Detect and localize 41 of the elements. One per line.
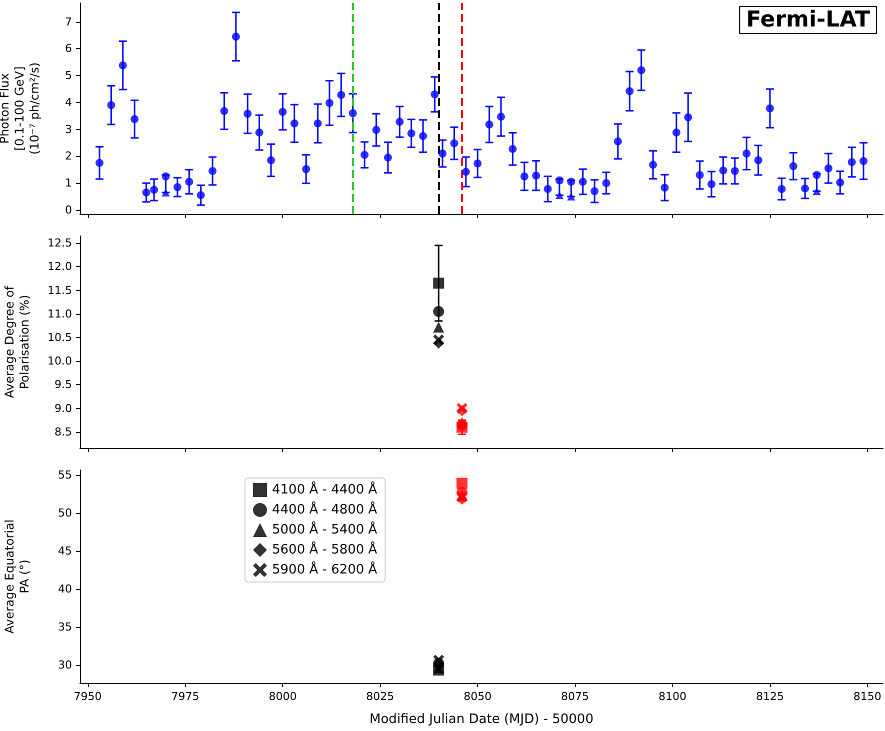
- y-tick-label: 6: [65, 42, 72, 56]
- y-tick-label: 35: [58, 620, 72, 634]
- y-tick-label: 4: [65, 96, 72, 109]
- y-tick-label: 9.5: [54, 378, 72, 392]
- y-axis-title: Average Equatorial PA (°): [2, 519, 32, 634]
- x-tick-label: 8150: [853, 690, 882, 703]
- y-tick-label: 8.5: [54, 425, 72, 438]
- y-tick-label: 3: [65, 122, 72, 136]
- y-tick-label: 12.0: [48, 260, 72, 274]
- y-tick-label: 1: [65, 176, 72, 190]
- x-tick-label: 8025: [366, 690, 394, 703]
- legend-label: 5000 Å - 5400 Å: [272, 520, 378, 538]
- x-tick-label: 8000: [268, 690, 297, 703]
- annotation: Fermi-LAT: [746, 8, 870, 32]
- x-tick-label: 7975: [171, 690, 200, 703]
- y-axis-title: Average Degree of Polarisation (%): [2, 285, 32, 398]
- legend-label: 4100 Å - 4400 Å: [272, 480, 378, 498]
- legend-label: 5900 Å - 6200 Å: [272, 560, 378, 578]
- y-tick-label: 7: [65, 15, 72, 28]
- y-tick-label: 2: [65, 150, 72, 163]
- y-tick-label: 55: [58, 468, 72, 482]
- legend-label: 4400 Å - 4800 Å: [272, 500, 378, 518]
- y-tick-label: 50: [58, 506, 72, 520]
- y-tick-label: 11.0: [48, 307, 72, 320]
- y-tick-label: 11.5: [48, 284, 72, 297]
- y-tick-label: 45: [58, 544, 72, 558]
- y-tick-label: 0: [65, 203, 72, 216]
- y-tick-label: 30: [58, 658, 72, 672]
- y-tick-label: 12.5: [48, 236, 72, 250]
- x-axis-title: Modified Julian Date (MJD) - 50000: [370, 712, 594, 727]
- x-tick-label: 7950: [74, 690, 102, 703]
- y-tick-label: 40: [58, 582, 72, 596]
- x-tick-label: 8075: [561, 690, 590, 703]
- y-tick-label: 10.0: [48, 354, 72, 368]
- x-tick-label: 8050: [464, 690, 492, 703]
- x-tick-label: 8125: [756, 690, 784, 703]
- y-tick-label: 10.5: [48, 331, 72, 344]
- y-tick-label: 9.0: [54, 402, 72, 415]
- legend-label: 5600 Å - 5800 Å: [272, 540, 378, 558]
- y-tick-label: 5: [65, 69, 72, 82]
- x-tick-label: 8100: [658, 690, 687, 703]
